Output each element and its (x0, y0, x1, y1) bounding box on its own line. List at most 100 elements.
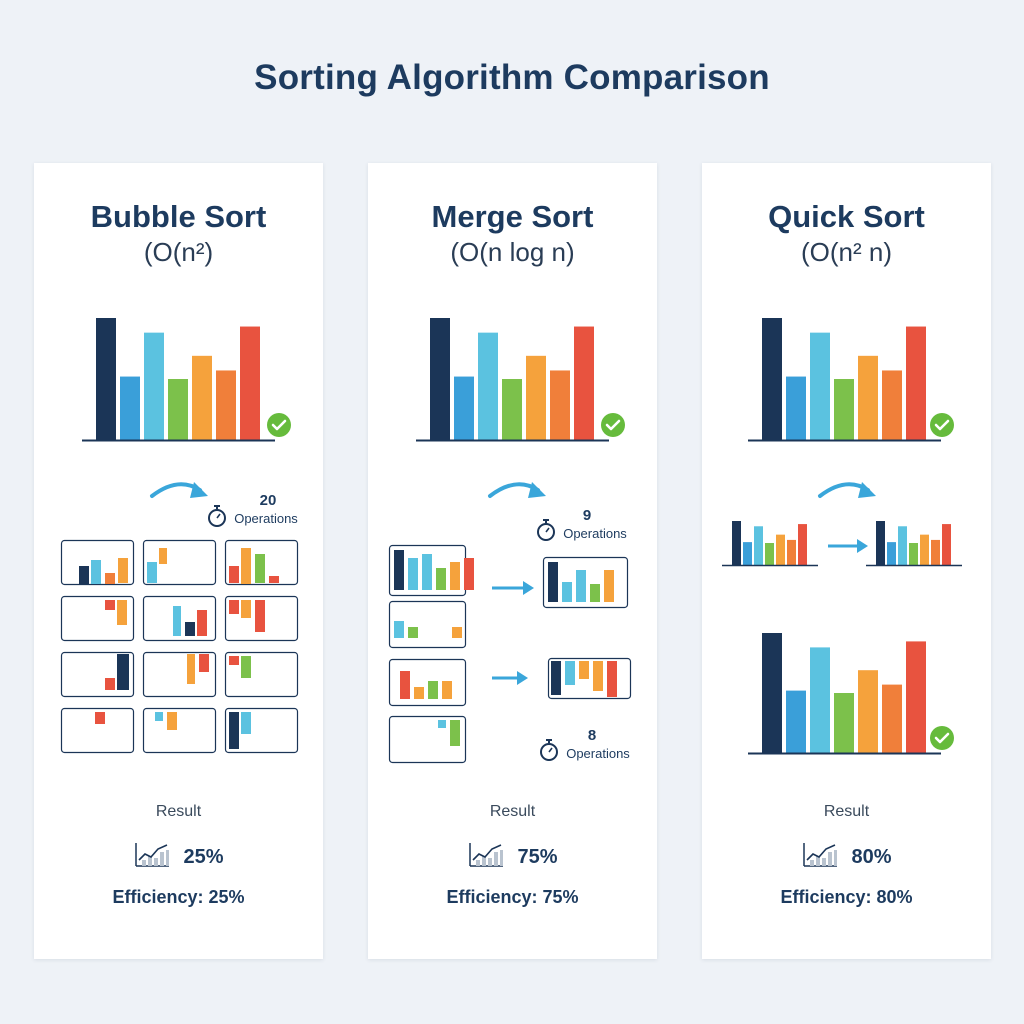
chart-icon (801, 841, 839, 874)
mini-bar-chart (866, 521, 962, 567)
bar (436, 568, 446, 590)
sort-step-box (388, 544, 474, 597)
bar (834, 379, 854, 440)
curved-arrow-icon (150, 482, 208, 498)
sort-step-box (60, 539, 135, 586)
curved-arrow-icon (818, 482, 876, 498)
result-value: 25% (183, 846, 224, 868)
bar-chart (748, 633, 941, 755)
sort-step-box (388, 658, 467, 707)
bar (155, 712, 163, 721)
card-complexity: (O(n² n) (801, 237, 892, 267)
operations-count: 20 (260, 492, 277, 509)
bar (787, 539, 796, 565)
bar (810, 332, 830, 440)
bar (786, 376, 806, 440)
bar (428, 681, 438, 699)
bar (798, 524, 807, 565)
bar (241, 548, 251, 584)
check-icon (267, 413, 291, 437)
efficiency-text: Efficiency: 25% (112, 887, 245, 907)
bar (931, 539, 940, 565)
bar (876, 521, 885, 565)
bar (229, 656, 239, 665)
card-title: Quick Sort (768, 199, 925, 234)
bar-chart (748, 318, 941, 442)
operations-label: Operations (234, 511, 298, 526)
bar (464, 558, 474, 590)
card-complexity: (O(n²) (143, 237, 214, 267)
bar (526, 355, 546, 440)
chart-icon (467, 841, 505, 874)
sort-step-box (224, 707, 299, 754)
sort-step-box (224, 651, 299, 698)
bar (942, 524, 951, 565)
bar (241, 600, 251, 618)
bar (430, 318, 450, 440)
bar (906, 641, 926, 753)
bar (400, 671, 410, 699)
bar (192, 355, 212, 440)
bar (882, 684, 902, 753)
operations-count: 9 (583, 507, 591, 524)
bar (576, 570, 586, 602)
bar (909, 543, 918, 565)
bar (478, 332, 498, 440)
efficiency-text: Efficiency: 75% (446, 887, 579, 907)
operations-label: Operations (566, 746, 630, 761)
operations-counter: 20 Operations (234, 492, 298, 526)
mini-bar-chart (722, 521, 818, 567)
result-row: 80% (702, 841, 991, 874)
bar (144, 332, 164, 440)
card-merge-sort: Merge Sort (O(n log n) 9 Operations 8 Op… (368, 163, 657, 959)
merge-sort-visualization: 9 Operations 8 Operations (388, 318, 632, 764)
result-value: 80% (851, 846, 892, 868)
quick-sort-visualization (722, 318, 962, 755)
chart-icon-graphic (803, 843, 838, 867)
bar (414, 687, 424, 699)
bar (502, 379, 522, 440)
check-icon (601, 413, 625, 437)
bar (454, 376, 474, 440)
operations-label: Operations (563, 526, 627, 541)
result-label: Result (155, 803, 202, 820)
bar (574, 326, 594, 440)
bar (607, 661, 617, 697)
result-row: 25% (34, 841, 323, 874)
card-title: Merge Sort (431, 199, 594, 234)
sort-step-box (142, 707, 217, 754)
bar (117, 600, 127, 625)
bar (79, 566, 89, 584)
bar (197, 610, 207, 636)
bar (168, 379, 188, 440)
card-title: Bubble Sort (90, 199, 267, 234)
bar (167, 712, 177, 730)
bar (394, 621, 404, 638)
bar (229, 712, 239, 749)
bar (762, 318, 782, 440)
bar (906, 326, 926, 440)
bar (834, 693, 854, 753)
bar (269, 576, 279, 583)
bar (754, 526, 763, 565)
bar (105, 573, 115, 584)
sort-step-box (142, 595, 217, 642)
stopwatch-icon (537, 519, 555, 541)
bar (579, 661, 589, 679)
bar (920, 534, 929, 565)
bar (604, 570, 614, 602)
bar (105, 678, 115, 690)
bar (810, 647, 830, 753)
bar-chart (416, 318, 609, 442)
bar (105, 600, 115, 610)
operations-counter: 8 Operations (566, 727, 630, 761)
bar (562, 582, 572, 602)
curved-arrow-icon (488, 482, 546, 498)
bar (732, 521, 741, 565)
bar (765, 543, 774, 565)
bar (743, 542, 752, 565)
sort-step-box (60, 595, 135, 642)
result-label: Result (823, 803, 870, 820)
sort-step-box (142, 651, 217, 698)
bar (762, 633, 782, 753)
